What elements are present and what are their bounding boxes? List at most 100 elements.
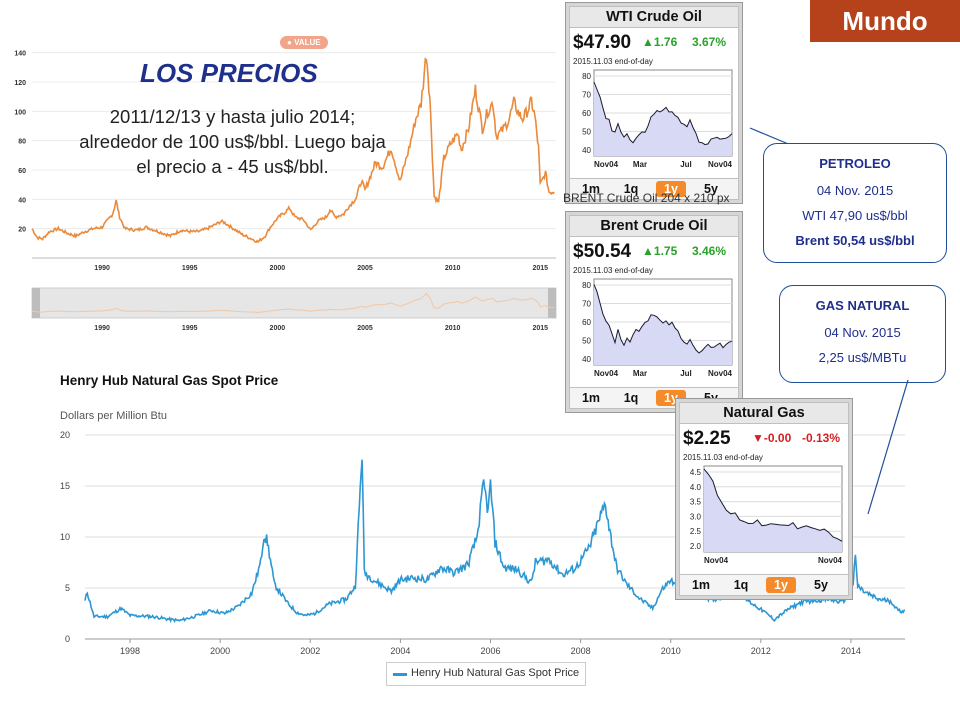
gas-x-tick-label: 2010: [661, 646, 681, 656]
gas-y-tick-label: 10: [60, 532, 70, 542]
gas-y-tick-label: 20: [60, 430, 70, 440]
sparkline-y-tick-label: 50: [582, 337, 591, 346]
oil-x-axis: 1990 1995 2000 2005 2010 2015: [94, 265, 548, 272]
sparkline-x-tick-label: Nov04: [818, 556, 843, 565]
sparkline-y-tick-label: 80: [582, 281, 591, 290]
sparkline-y-tick-label: 3.5: [690, 498, 702, 507]
gas-y-tick-label: 15: [60, 481, 70, 491]
ticker-periods: 1m 1q 1y 5y: [569, 179, 739, 200]
triangle-down-icon: ▼: [752, 431, 764, 445]
oil-y-tick-label: 20: [18, 227, 26, 234]
precios-text: 2011/12/13 y hasta julio 2014; alrededor…: [79, 106, 386, 177]
gas-x-tick-label: 2004: [390, 646, 410, 656]
oil-navigator-line: [31, 292, 555, 313]
petroleo-callout-brent: Brent 50,54 us$/bbl: [795, 233, 915, 248]
oil-y-tick-label: 140: [14, 51, 26, 58]
gas-price-line: [84, 459, 906, 624]
ticker-name: Natural Gas: [679, 402, 849, 424]
sparkline-line: [593, 81, 733, 146]
sparkline-y-tick-label: 80: [582, 72, 591, 81]
sparkline-y-tick-label: 4.5: [690, 468, 702, 477]
oil-x-tick-label: 2010: [445, 265, 461, 272]
petroleo-callout: PETROLEO 04 Nov. 2015 WTI 47,90 us$/bbl …: [763, 143, 947, 263]
brent-ticker: Brent Crude Oil $50.54 ▲1.75 3.46% 2015.11.0…: [565, 211, 743, 413]
period-button-1m[interactable]: 1m: [691, 578, 711, 592]
period-button-5y[interactable]: 5y: [704, 182, 718, 196]
sparkline-area: [704, 469, 842, 552]
ticker-name: WTI Crude Oil: [569, 6, 739, 28]
value-badge-label: VALUE: [294, 38, 321, 47]
ticker-periods: 1m 1q 1y 5y: [679, 575, 849, 596]
sparkline-y-tick-label: 50: [582, 128, 591, 137]
oil-y-tick-label: 60: [18, 168, 26, 175]
period-button-5y[interactable]: 5y: [814, 578, 828, 592]
brent-caption: BRENT Crude Oil 204 x 210 px: [563, 191, 730, 205]
ticker-price: $2.25: [683, 428, 731, 449]
sparkline-y-tick-label: 4.0: [690, 483, 702, 492]
sparkline-line: [593, 284, 733, 354]
gas-chart-ylabel: Dollars per Million Btu: [60, 410, 167, 422]
sparkline-y-tick-label: 60: [582, 109, 591, 118]
gas-x-tick-label: 2014: [841, 646, 861, 656]
oil-navigator-tick-label: 2000: [270, 325, 286, 330]
sparkline-x-tick-label: Nov04: [708, 160, 733, 169]
gas-x-tick-label: 2006: [480, 646, 500, 656]
gas-x-tick-label: 2008: [571, 646, 591, 656]
period-button-1m[interactable]: 1m: [581, 391, 601, 405]
ticker-date: 2015.11.03 end-of-day: [573, 57, 653, 66]
period-button-1y[interactable]: 1y: [656, 181, 686, 197]
oil-navigator-handle-right: [548, 288, 556, 318]
oil-navigator-tick-label: 1990: [94, 325, 110, 330]
precios-title: LOS PRECIOS: [140, 58, 318, 88]
gas-callout: GAS NATURAL 04 Nov. 2015 2,25 us$/MBTu: [779, 285, 946, 383]
period-button-1m[interactable]: 1m: [581, 182, 601, 196]
triangle-up-icon: ▲: [642, 244, 654, 258]
sparkline-x-tick-label: Nov04: [704, 556, 729, 565]
wti-ticker: WTI Crude Oil $47.90 ▲1.76 3.67% 2015.11.03 …: [565, 2, 743, 204]
ticker-change: ▼-0.00: [752, 431, 791, 445]
gas-y-axis: 20 15 10 5 0: [60, 430, 70, 644]
gas-x-tick-label: 2000: [210, 646, 230, 656]
triangle-up-icon: ▲: [642, 35, 654, 49]
gas-callout-title: GAS NATURAL: [815, 298, 910, 313]
gas-x-tick-label: 2012: [751, 646, 771, 656]
sparkline-y-tick-label: 40: [582, 146, 591, 155]
period-button-1y[interactable]: 1y: [766, 577, 796, 593]
sparkline-x-tick-label: Nov04: [708, 369, 733, 378]
period-button-1q[interactable]: 1q: [623, 391, 639, 405]
oil-navigator: [31, 287, 557, 319]
period-button-1q[interactable]: 1q: [733, 578, 749, 592]
oil-navigator-track: [31, 287, 557, 319]
oil-x-tick-label: 2005: [357, 265, 373, 272]
gas-y-tick-label: 0: [65, 634, 70, 644]
natural-gas-ticker: Natural Gas $2.25 ▼-0.00 -0.13% 2015.11.03 e…: [675, 398, 853, 600]
oil-grid: [32, 38, 556, 259]
sparkline-x-tick-label: Nov04: [594, 369, 619, 378]
sparkline-y-tick-label: 40: [582, 355, 591, 364]
ticker-change-value: -0.00: [763, 431, 792, 445]
mundo-badge: Mundo: [810, 0, 960, 42]
sparkline-x-tick-label: Mar: [633, 369, 647, 378]
oil-navigator-tick-label: 2005: [357, 325, 373, 330]
gas-callout-pointer: [867, 379, 909, 515]
sparkline-y-tick-label: 2.5: [690, 527, 702, 536]
ticker-body: $47.90 ▲1.76 3.67% 2015.11.03 end-of-day 80 7…: [569, 28, 739, 179]
petroleo-callout-date: 04 Nov. 2015: [816, 183, 894, 198]
period-button-1q[interactable]: 1q: [623, 182, 639, 196]
ticker-change: ▲1.76: [642, 35, 677, 49]
gas-x-tick-label: 2002: [300, 646, 320, 656]
oil-y-tick-label: 80: [18, 139, 26, 146]
gas-callout-price: 2,25 us$/MBTu: [818, 350, 907, 365]
sparkline-y-tick-label: 3.0: [690, 512, 702, 521]
gas-x-tick-label: 1998: [120, 646, 140, 656]
ticker-price: $50.54: [573, 241, 632, 262]
oil-x-tick-label: 1990: [94, 265, 110, 272]
oil-y-tick-label: 120: [14, 80, 26, 87]
oil-y-axis: 140 120 100 80 60 40 20: [14, 51, 26, 234]
ticker-change-pct: 3.46%: [692, 244, 727, 258]
sparkline-y-tick-label: 60: [582, 318, 591, 327]
oil-x-tick-label: 1995: [182, 265, 198, 272]
